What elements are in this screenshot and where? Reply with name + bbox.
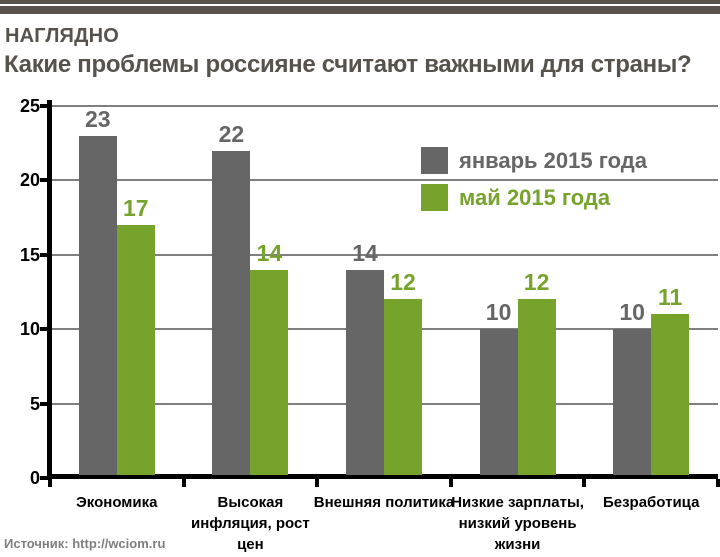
category-label-line: жизни [494,536,541,553]
source-attribution: Источник: http://wciom.ru [4,536,166,551]
bar-may-4 [517,299,556,475]
page-title: Какие проблемы россияне считают важными … [4,51,692,78]
legend-swatch-january [421,147,448,174]
legend-label-january: январь 2015 года [459,148,647,173]
x-tick-2 [315,479,320,487]
x-tick-5 [716,479,720,487]
y-axis-line [47,100,52,479]
bar-value-label-may-2: 14 [256,239,283,266]
top-decorative-bar-thick [0,6,720,14]
y-axis-label-25: 25 [19,96,40,116]
category-label-line: инфляция, рост [191,515,310,532]
gridline-20 [50,179,718,182]
bar-january-4 [479,329,518,475]
y-axis-label-10: 10 [19,319,40,340]
y-tick-10 [40,327,48,332]
gridline-25 [50,105,718,107]
bar-january-3 [346,269,384,475]
category-label-4: Низкие зарплаты, низкий уровень жизни [443,492,593,555]
y-axis-label-20: 20 [19,170,40,191]
gridline-15 [50,253,718,256]
bar-may-3 [384,299,422,475]
bar-value-label-may-4: 12 [523,269,550,296]
category-label-line: низкий уровень [458,515,577,532]
category-label-1: Экономика [42,492,192,513]
y-axis-label-0: 0 [29,468,40,488]
bar-january-2 [212,150,251,475]
bar-value-label-january-1: 23 [85,105,111,132]
category-label-line: Низкие зарплаты, [451,494,584,511]
bar-value-label-january-3: 14 [352,239,378,266]
bar-may-1 [116,225,155,475]
category-label-line: цен [237,536,264,553]
category-label-2: Высокая инфляция, рост цен [175,492,325,555]
bar-value-label-may-3: 12 [390,269,416,296]
y-tick-20 [40,178,48,183]
bar-value-label-may-1: 17 [123,195,149,222]
y-axis-label-15: 15 [19,244,40,265]
category-label-line: Безработица [602,494,700,511]
bar-may-5 [651,314,690,475]
bar-january-5 [613,329,652,475]
x-tick-3 [448,479,453,487]
bar-value-label-january-5: 10 [619,299,645,326]
y-tick-15 [40,252,48,257]
category-label-3: Внешняя политика [309,492,459,513]
category-label-line: Высокая [217,494,284,511]
category-label-5: Безработица [576,492,720,513]
bar-may-2 [250,269,289,475]
y-tick-25 [40,104,48,108]
section-kicker: НАГЛЯДНО [5,25,119,47]
bar-value-label-january-4: 10 [485,299,512,326]
category-label-line: Экономика [76,494,158,511]
legend-label-may: май 2015 года [459,185,611,210]
top-decorative-bar-thin [0,0,720,4]
x-tick-1 [181,479,186,487]
x-tick-0 [48,479,52,487]
category-label-line: Внешняя политика [313,494,455,511]
y-axis-label-5: 5 [29,393,40,414]
legend-swatch-may [421,184,448,211]
bar-value-label-may-5: 11 [658,284,683,311]
bar-value-label-january-2: 22 [218,120,245,147]
x-tick-4 [582,479,587,487]
bar-january-1 [78,135,117,475]
y-tick-0 [40,476,48,480]
y-tick-5 [40,401,48,406]
x-axis-line [47,474,718,479]
